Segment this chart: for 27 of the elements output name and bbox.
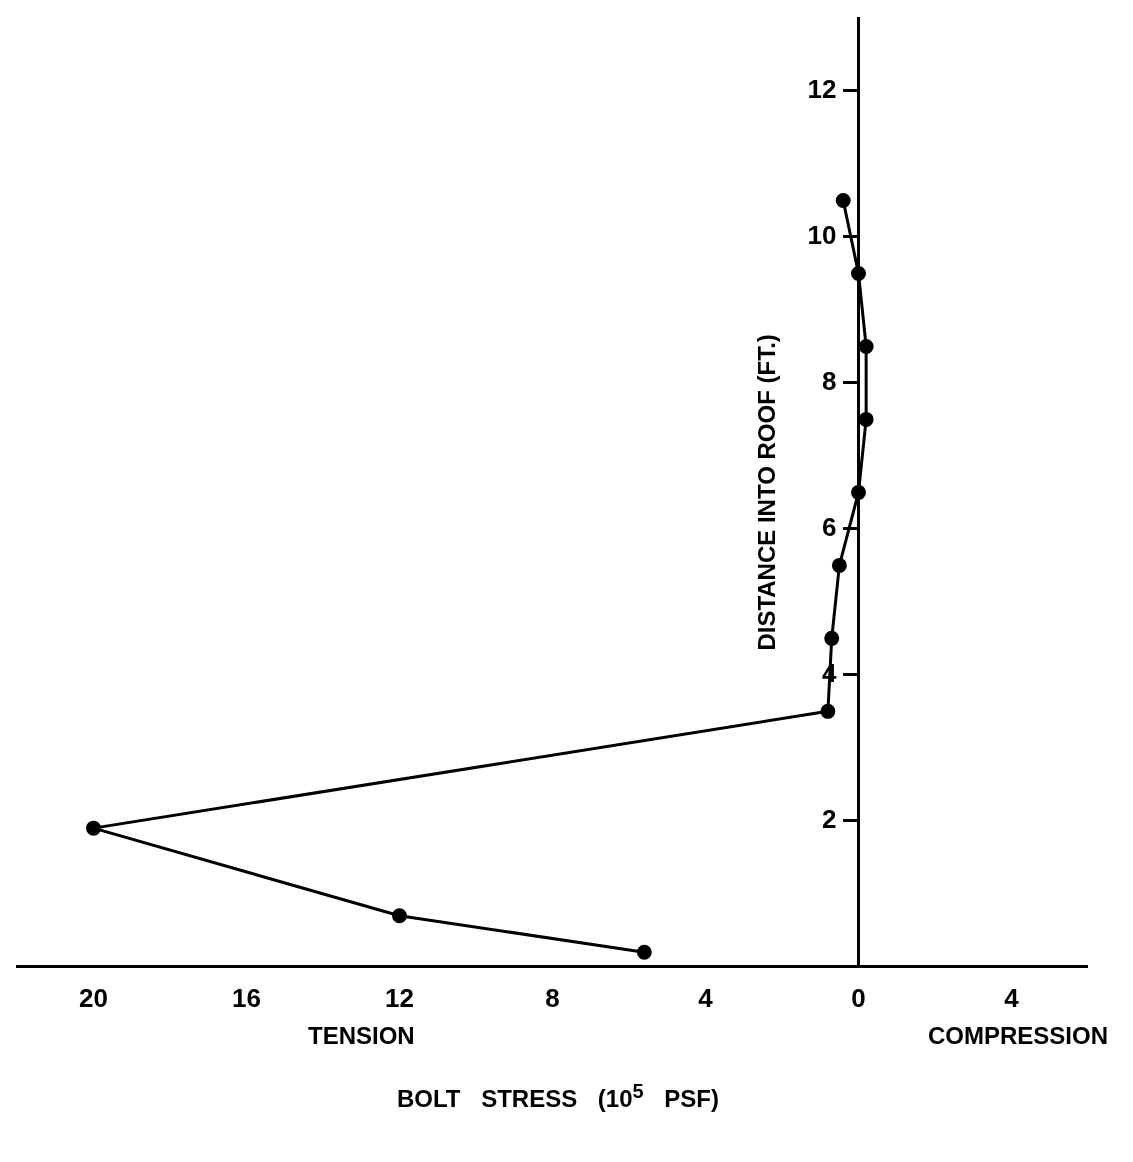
y-tick-label: 10	[807, 220, 837, 251]
point	[820, 703, 836, 719]
x-tick-label: 16	[232, 982, 261, 1013]
point	[824, 630, 840, 646]
point	[835, 192, 851, 208]
x-axis-title: BOLT STRESS (10$^{5}$ PSF)	[395, 1080, 721, 1113]
text: TENSION	[308, 1022, 415, 1050]
point	[851, 265, 866, 281]
y-tick-label: 6	[822, 512, 837, 543]
y-tick-label: 8	[822, 366, 837, 397]
point	[858, 338, 874, 354]
y-tick-label: 2	[822, 804, 837, 834]
y-axis-title: DISTANCE INTO ROOF (FT.)	[753, 334, 781, 651]
point	[858, 411, 874, 427]
y-tick-label: 12	[807, 74, 837, 105]
x-tick-label: 8	[545, 982, 560, 1013]
x-tick-label: 20	[79, 982, 108, 1013]
x-tick-label: 4	[698, 982, 714, 1013]
x-tick-label: 12	[385, 982, 414, 1013]
point	[831, 557, 847, 573]
x-tick-label: 4	[1004, 982, 1020, 1013]
text: COMPRESSION	[927, 1022, 1108, 1050]
point	[636, 944, 652, 960]
point	[392, 908, 407, 924]
point	[851, 484, 866, 500]
point	[86, 820, 101, 836]
x-tick-label: 0	[851, 982, 866, 1013]
